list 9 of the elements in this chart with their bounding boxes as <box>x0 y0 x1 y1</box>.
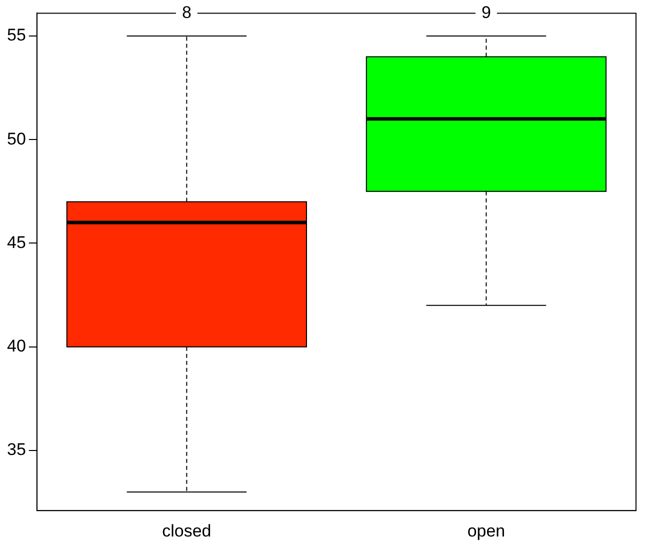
y-tick-label: 35 <box>6 440 26 460</box>
annotation: 9 <box>481 2 491 22</box>
y-tick-label: 45 <box>6 232 26 252</box>
annotation: 8 <box>182 2 192 22</box>
x-tick-label: open <box>467 521 506 540</box>
x-tick-label: closed <box>162 521 212 540</box>
y-tick-label: 55 <box>6 26 26 45</box>
y-tick-label: 50 <box>6 129 26 148</box>
y-tick-label: 40 <box>6 336 26 356</box>
